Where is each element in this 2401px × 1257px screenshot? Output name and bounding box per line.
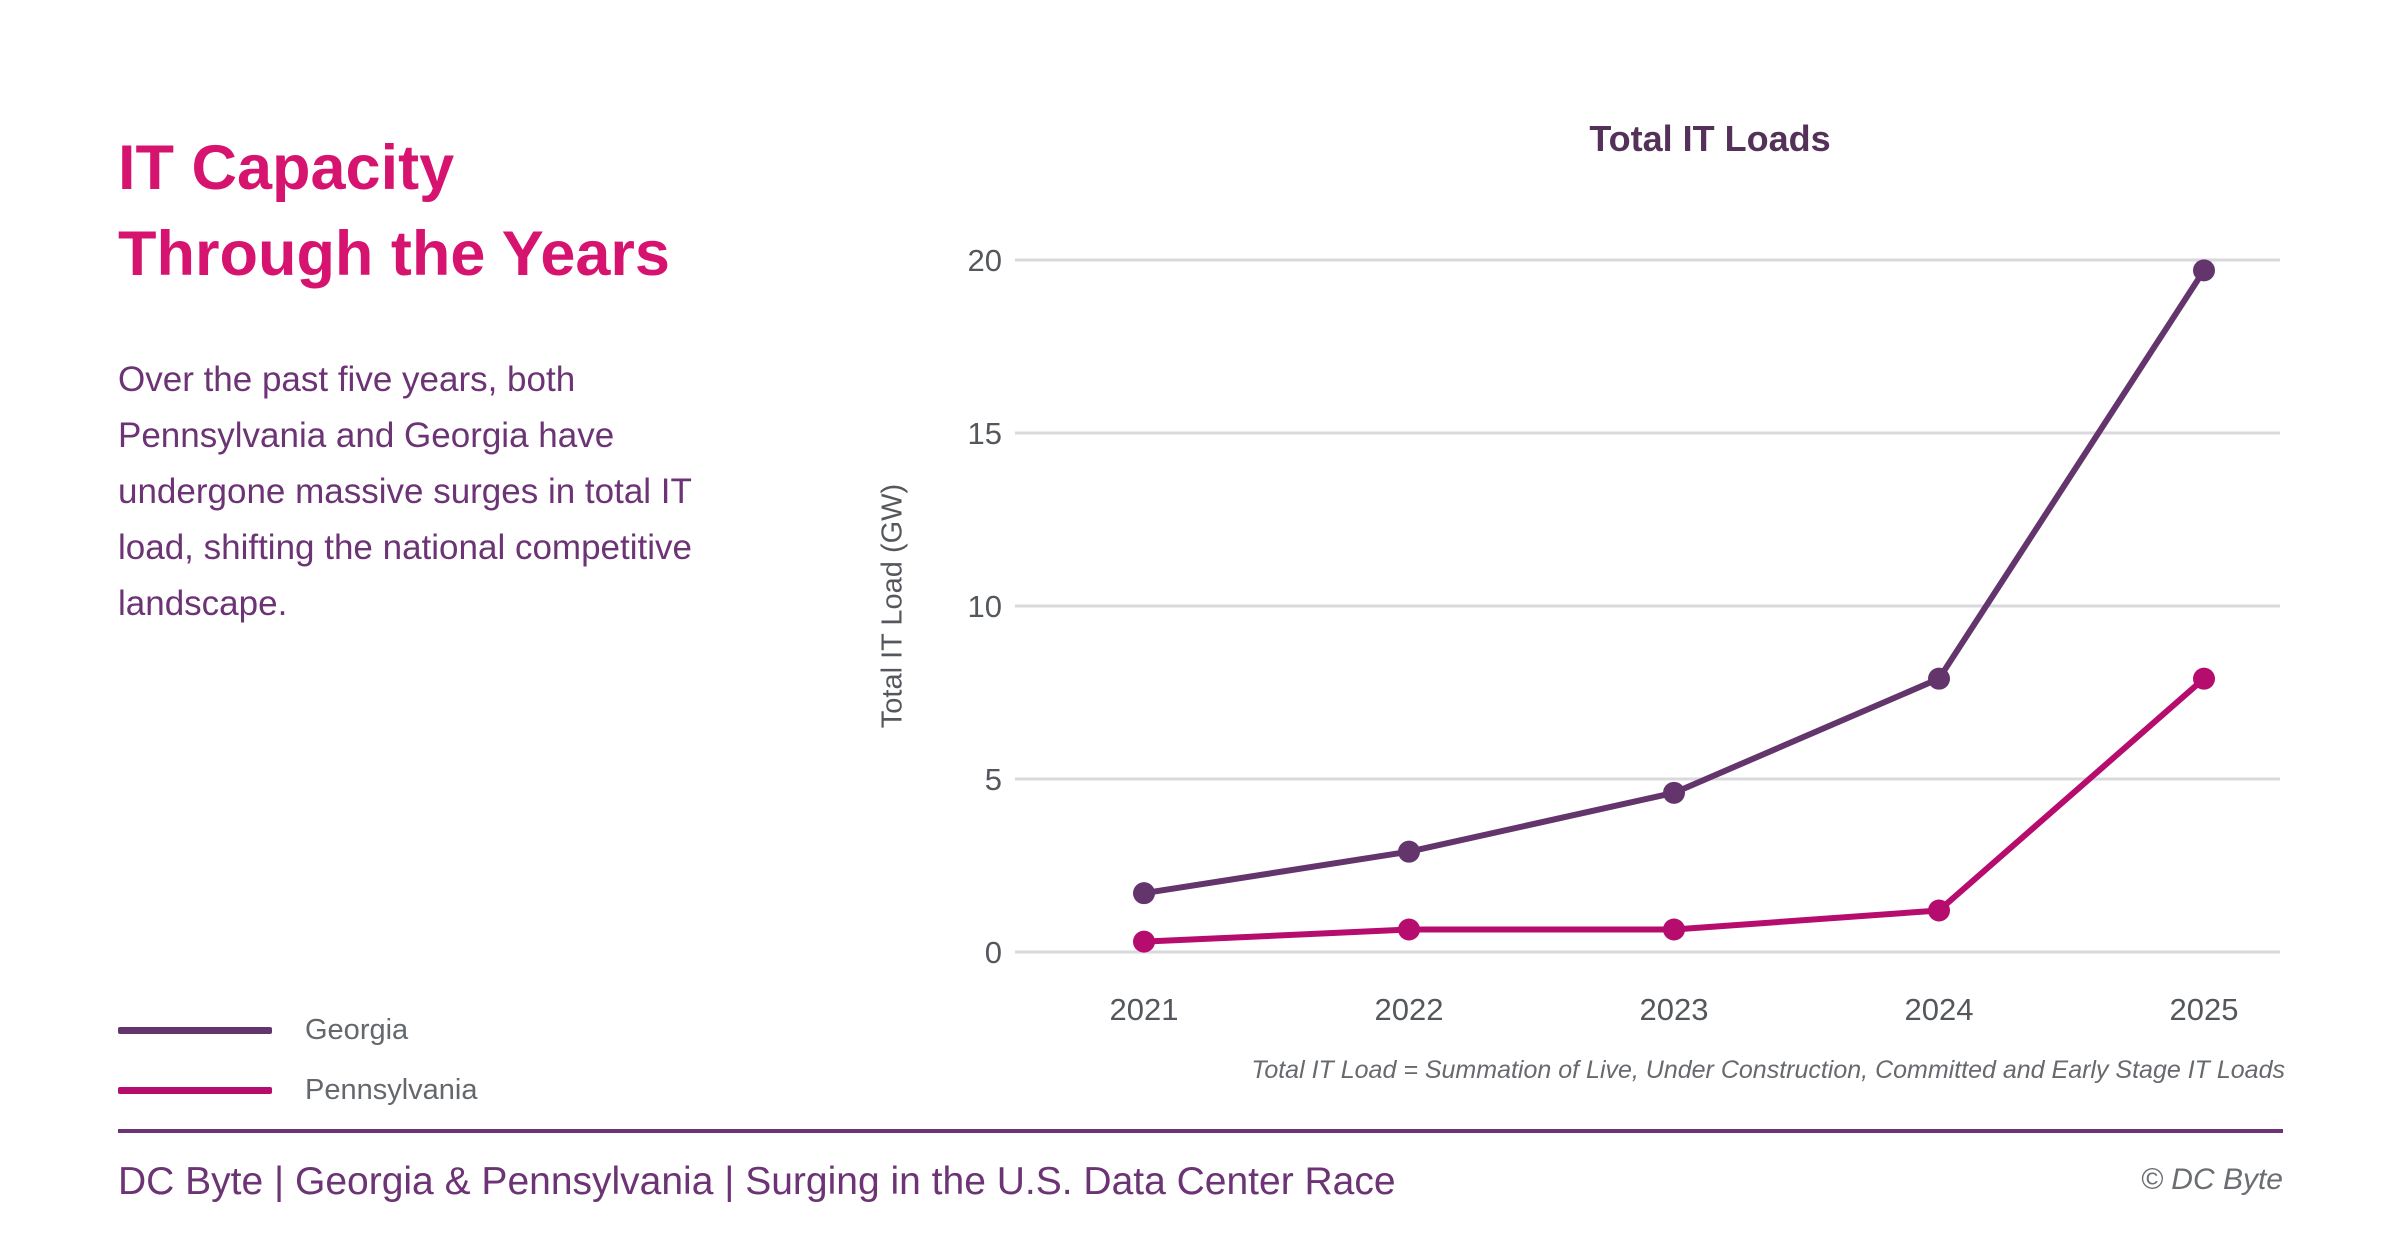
y-tick-label: 10 bbox=[968, 589, 1002, 624]
legend-label-pennsylvania: Pennsylvania bbox=[305, 1073, 478, 1106]
chart-legend: Georgia Pennsylvania bbox=[118, 1000, 478, 1120]
data-point-pennsylvania-2025 bbox=[2193, 667, 2215, 690]
x-tick-label: 2023 bbox=[1640, 992, 1709, 1027]
data-point-georgia-2023 bbox=[1663, 781, 1685, 804]
data-point-georgia-2022 bbox=[1398, 840, 1420, 863]
x-tick-label: 2021 bbox=[1110, 992, 1179, 1027]
page-title: IT Capacity Through the Years bbox=[118, 125, 818, 297]
data-point-pennsylvania-2024 bbox=[1928, 899, 1950, 922]
chart-footnote: Total IT Load = Summation of Live, Under… bbox=[1251, 1056, 2285, 1084]
y-axis-label: Total IT Load (GW) bbox=[876, 483, 909, 729]
intro-paragraph: Over the past five years, both Pennsylva… bbox=[118, 360, 692, 623]
data-point-pennsylvania-2023 bbox=[1663, 918, 1685, 941]
x-tick-label: 2024 bbox=[1905, 992, 1974, 1027]
data-point-georgia-2025 bbox=[2193, 259, 2215, 282]
legend-label-georgia: Georgia bbox=[305, 1013, 409, 1046]
x-tick-label: 2022 bbox=[1375, 992, 1444, 1027]
y-tick-label: 20 bbox=[968, 243, 1002, 278]
legend-item-georgia: Georgia bbox=[118, 1000, 478, 1060]
data-point-pennsylvania-2021 bbox=[1133, 930, 1155, 953]
footer-source-line: DC Byte | Georgia & Pennsylvania | Surgi… bbox=[118, 1160, 1396, 1203]
legend-item-pennsylvania: Pennsylvania bbox=[118, 1060, 478, 1120]
page-title-line2: Through the Years bbox=[118, 219, 670, 289]
line-chart: 0 5 10 15 20 2021 2022 2023 2024 2025 bbox=[968, 243, 2280, 1027]
chart-title: Total IT Loads bbox=[1589, 118, 1831, 159]
data-point-pennsylvania-2022 bbox=[1398, 918, 1420, 941]
y-tick-label: 5 bbox=[985, 762, 1002, 797]
georgia-line-swatch bbox=[118, 1026, 272, 1034]
data-point-georgia-2021 bbox=[1133, 882, 1155, 905]
series-line-pennsylvania bbox=[1143, 676, 2206, 945]
pennsylvania-line-swatch bbox=[118, 1086, 272, 1094]
footer-copyright: © DC Byte bbox=[2140, 1163, 2283, 1196]
y-tick-label: 0 bbox=[985, 935, 1002, 970]
y-tick-label: 15 bbox=[968, 416, 1002, 451]
data-point-georgia-2024 bbox=[1928, 667, 1950, 690]
footer-divider bbox=[118, 1129, 2283, 1133]
x-tick-label: 2025 bbox=[2170, 992, 2239, 1027]
page-title-line1: IT Capacity bbox=[118, 133, 455, 203]
